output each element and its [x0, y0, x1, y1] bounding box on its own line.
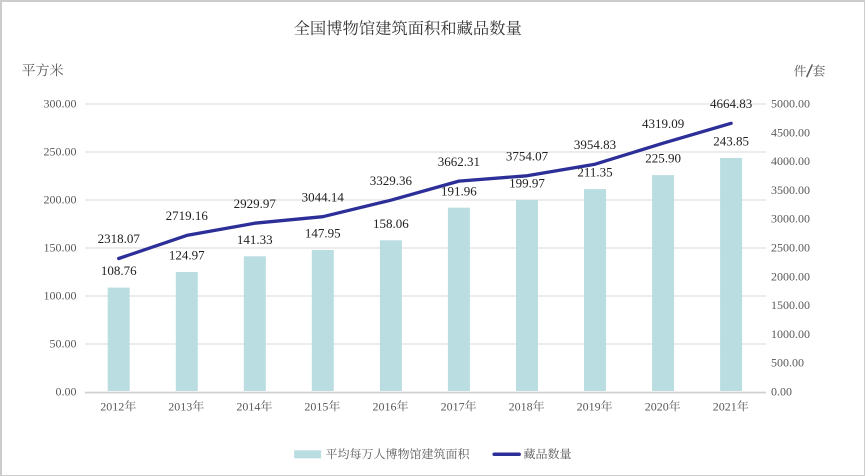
svg-text:141.33: 141.33: [237, 232, 273, 247]
svg-text:2021: 2021: [713, 400, 737, 414]
svg-text:0.00: 0.00: [56, 385, 77, 399]
svg-text:3954.83: 3954.83: [574, 137, 616, 152]
svg-text:2016: 2016: [373, 400, 397, 414]
svg-text:2012: 2012: [100, 400, 124, 414]
svg-text:4664.83: 4664.83: [710, 96, 752, 111]
svg-text:250.00: 250.00: [44, 145, 77, 159]
svg-text:191.96: 191.96: [441, 183, 477, 198]
svg-text:243.85: 243.85: [713, 134, 749, 149]
svg-text:147.95: 147.95: [305, 226, 341, 241]
svg-text:3754.07: 3754.07: [506, 149, 549, 164]
svg-text:2013: 2013: [168, 400, 192, 414]
svg-text:2017: 2017: [441, 400, 465, 414]
svg-text:3044.14: 3044.14: [302, 189, 345, 204]
svg-text:2014: 2014: [236, 400, 260, 414]
svg-text:2000.00: 2000.00: [771, 269, 810, 283]
svg-text:2020: 2020: [645, 400, 669, 414]
svg-text:3500.00: 3500.00: [771, 183, 810, 197]
svg-text:2929.97: 2929.97: [234, 196, 277, 211]
svg-text:225.90: 225.90: [645, 151, 681, 166]
svg-text:158.06: 158.06: [373, 216, 409, 231]
svg-text:2318.07: 2318.07: [98, 231, 141, 246]
svg-text:124.97: 124.97: [169, 248, 205, 263]
svg-text:3662.31: 3662.31: [438, 154, 480, 169]
svg-text:5000.00: 5000.00: [771, 97, 810, 111]
svg-text:108.76: 108.76: [101, 263, 137, 278]
svg-text:211.35: 211.35: [577, 165, 612, 180]
svg-text:2019: 2019: [577, 400, 601, 414]
svg-text:4500.00: 4500.00: [771, 125, 810, 139]
svg-text:1500.00: 1500.00: [771, 298, 810, 312]
svg-text:1000.00: 1000.00: [771, 327, 810, 341]
svg-text:4000.00: 4000.00: [771, 154, 810, 168]
svg-text:2018: 2018: [509, 400, 533, 414]
svg-text:500.00: 500.00: [771, 356, 804, 370]
svg-text:50.00: 50.00: [50, 337, 77, 351]
svg-text:2015: 2015: [304, 400, 328, 414]
svg-text:300.00: 300.00: [44, 97, 77, 111]
svg-text:3000.00: 3000.00: [771, 212, 810, 226]
svg-text:199.97: 199.97: [509, 176, 545, 191]
svg-text:200.00: 200.00: [44, 193, 77, 207]
svg-text:3329.36: 3329.36: [370, 173, 413, 188]
svg-text:100.00: 100.00: [44, 289, 77, 303]
svg-text:150.00: 150.00: [44, 241, 77, 255]
svg-text:0.00: 0.00: [771, 385, 792, 399]
svg-text:2719.16: 2719.16: [166, 208, 209, 223]
svg-text:4319.09: 4319.09: [642, 116, 684, 131]
svg-text:2500.00: 2500.00: [771, 241, 810, 255]
